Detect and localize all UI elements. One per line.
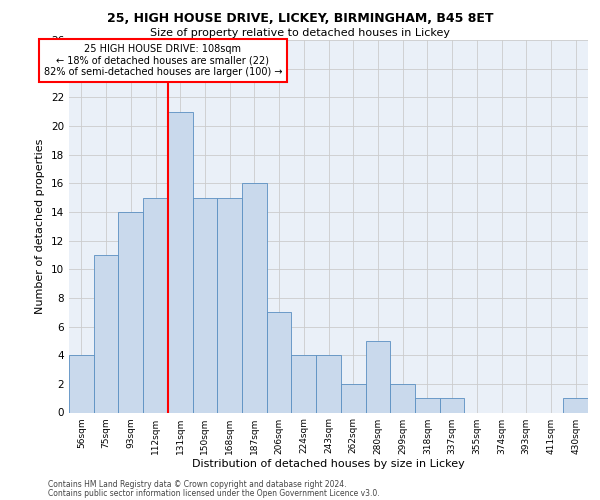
Bar bbox=[316, 355, 341, 412]
X-axis label: Distribution of detached houses by size in Lickey: Distribution of detached houses by size … bbox=[192, 460, 465, 469]
Bar bbox=[69, 355, 94, 412]
Bar bbox=[390, 384, 415, 412]
Bar bbox=[341, 384, 365, 412]
Bar bbox=[118, 212, 143, 412]
Bar bbox=[94, 255, 118, 412]
Bar bbox=[365, 341, 390, 412]
Text: Contains public sector information licensed under the Open Government Licence v3: Contains public sector information licen… bbox=[48, 488, 380, 498]
Bar bbox=[415, 398, 440, 412]
Bar bbox=[168, 112, 193, 412]
Bar bbox=[563, 398, 588, 412]
Text: 25, HIGH HOUSE DRIVE, LICKEY, BIRMINGHAM, B45 8ET: 25, HIGH HOUSE DRIVE, LICKEY, BIRMINGHAM… bbox=[107, 12, 493, 26]
Text: 25 HIGH HOUSE DRIVE: 108sqm
← 18% of detached houses are smaller (22)
82% of sem: 25 HIGH HOUSE DRIVE: 108sqm ← 18% of det… bbox=[44, 44, 282, 78]
Bar bbox=[440, 398, 464, 412]
Bar bbox=[267, 312, 292, 412]
Text: Contains HM Land Registry data © Crown copyright and database right 2024.: Contains HM Land Registry data © Crown c… bbox=[48, 480, 347, 489]
Bar bbox=[217, 198, 242, 412]
Bar bbox=[193, 198, 217, 412]
Bar bbox=[143, 198, 168, 412]
Y-axis label: Number of detached properties: Number of detached properties bbox=[35, 138, 46, 314]
Bar bbox=[242, 184, 267, 412]
Text: Size of property relative to detached houses in Lickey: Size of property relative to detached ho… bbox=[150, 28, 450, 38]
Bar bbox=[292, 355, 316, 412]
